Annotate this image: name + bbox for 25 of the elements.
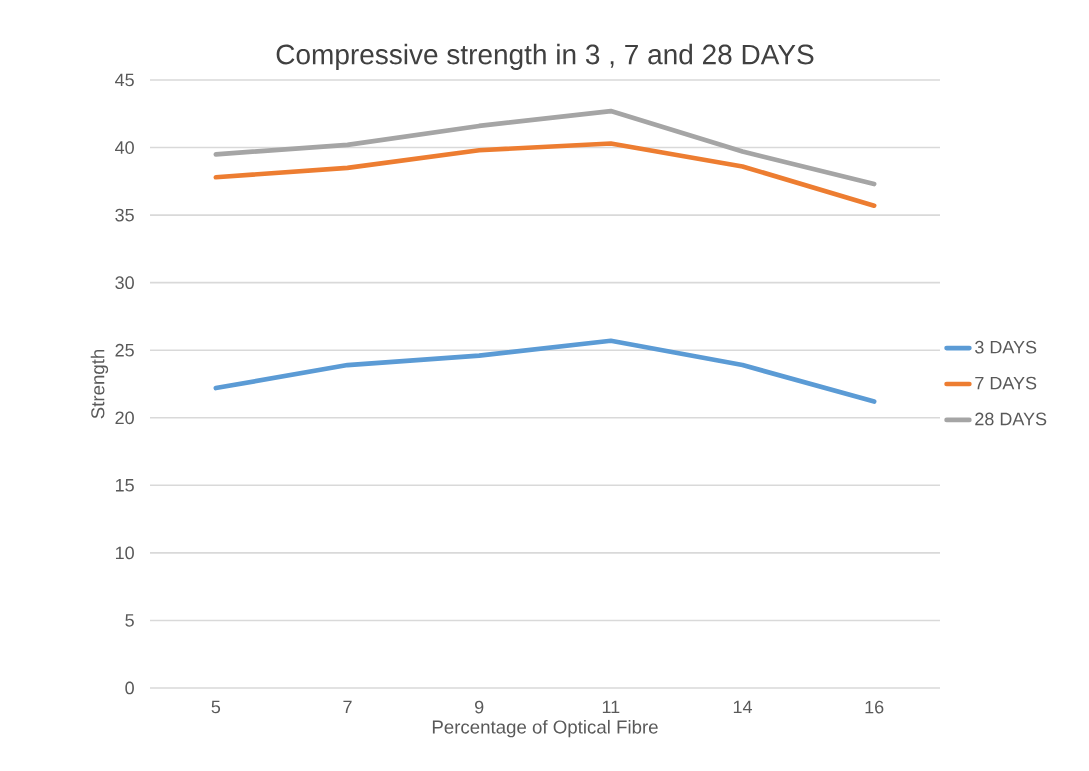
x-tick-label: 7 bbox=[343, 700, 352, 714]
line-series bbox=[213, 108, 877, 187]
legend-label: 28 DAYS bbox=[975, 412, 1047, 426]
line-series bbox=[213, 141, 877, 208]
x-tick-label: 9 bbox=[475, 700, 484, 714]
chart-title: Compressive strength in 3 , 7 and 28 DAYS bbox=[276, 43, 814, 70]
legend-label: 3 DAYS bbox=[975, 340, 1037, 354]
y-axis-title: Strength bbox=[90, 349, 109, 419]
y-tick-label: 35 bbox=[115, 208, 134, 222]
y-tick-label: 45 bbox=[115, 73, 134, 87]
x-tick-label: 16 bbox=[865, 700, 884, 714]
y-tick-label: 15 bbox=[115, 479, 134, 492]
y-tick-label: 40 bbox=[115, 141, 134, 154]
y-tick-label: 5 bbox=[125, 614, 134, 627]
y-tick-label: 10 bbox=[115, 546, 134, 560]
y-tick-label: 0 bbox=[125, 681, 134, 695]
y-tick-label: 25 bbox=[115, 343, 134, 357]
x-tick-label: 14 bbox=[733, 700, 752, 714]
x-axis-title: Percentage of Optical Fibre bbox=[432, 719, 658, 738]
y-tick-label: 20 bbox=[115, 411, 134, 425]
y-tick-label: 30 bbox=[115, 276, 134, 290]
line-series bbox=[213, 338, 877, 404]
x-tick-label: 11 bbox=[602, 700, 620, 714]
legend-label: 7 DAYS bbox=[975, 376, 1037, 390]
x-tick-label: 5 bbox=[211, 700, 221, 714]
